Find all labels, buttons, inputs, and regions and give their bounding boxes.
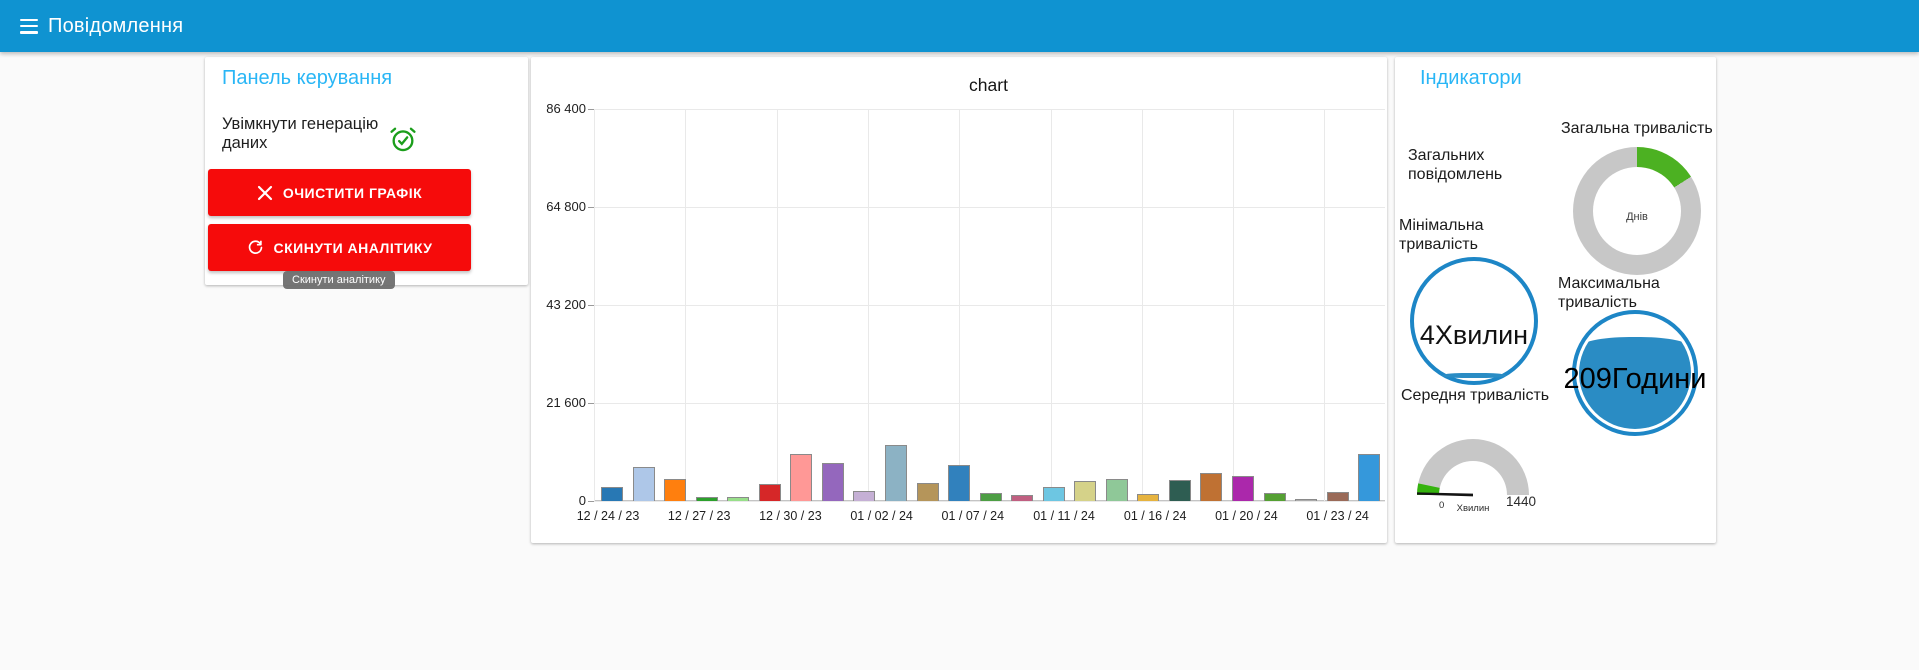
- h-gridline: [594, 305, 1385, 306]
- x-tick-label: 01 / 02 / 24: [850, 509, 913, 523]
- h-gridline: [594, 501, 1385, 502]
- max-liquid-fill: [1579, 337, 1691, 429]
- chart-bar[interactable]: [632, 466, 655, 501]
- top-app-bar: Повідомлення: [0, 0, 1919, 52]
- max-duration-label: Максимальна тривалість: [1558, 275, 1660, 311]
- y-tick-label: 0: [578, 493, 586, 508]
- v-gridline: [1050, 109, 1052, 501]
- chart-bar[interactable]: [853, 491, 876, 501]
- chart-card: chart 86 400 64 800 43 200 21 600 0 12 / 24 …: [531, 57, 1387, 543]
- h-gridline: [594, 403, 1385, 404]
- chart-bar[interactable]: [1042, 486, 1065, 501]
- chart-bar[interactable]: [1105, 479, 1128, 501]
- gauge-value-arc: [1417, 483, 1440, 495]
- chart-bar[interactable]: [1168, 479, 1191, 501]
- clear-chart-label: ОЧИСТИТИ ГРАФІК: [282, 184, 423, 201]
- min-duration-value: 4Хвилин: [1419, 319, 1529, 350]
- app-title: Повідомлення: [48, 14, 184, 37]
- reset-analytics-label: СКИНУТИ АНАЛІТИКУ: [273, 239, 433, 256]
- v-gridline: [776, 109, 778, 501]
- chart-bar[interactable]: [979, 493, 1002, 501]
- chart-bar[interactable]: [601, 486, 623, 501]
- y-tick-label: 21 600: [546, 395, 586, 410]
- x-tick-label: 01 / 23 / 24: [1306, 509, 1369, 523]
- chart-bar[interactable]: [884, 444, 907, 501]
- v-gridline: [594, 109, 595, 501]
- x-tick-label: 01 / 20 / 24: [1215, 509, 1278, 523]
- gauge-min-label: 0: [1439, 500, 1445, 511]
- y-tick-label: 86 400: [546, 101, 586, 116]
- gauge-max-label: 1440: [1506, 494, 1537, 509]
- menu-icon[interactable]: [20, 18, 38, 34]
- v-gridline: [959, 109, 961, 501]
- y-tick: [588, 403, 594, 404]
- control-panel-card: Панель керування Увімкнути генерацію дан…: [205, 57, 528, 285]
- chart-bar[interactable]: [727, 496, 750, 501]
- v-gridline: [1233, 109, 1235, 501]
- data-generation-toggle-label: Увімкнути генерацію даних: [222, 115, 379, 152]
- chart-bar[interactable]: [916, 483, 939, 501]
- x-tick-label: 01 / 07 / 24: [941, 509, 1005, 523]
- reset-analytics-tooltip: Скинути аналітику: [283, 271, 395, 289]
- min-duration-label: Мінімальна тривалість: [1399, 217, 1484, 253]
- chart-bar[interactable]: [1232, 476, 1254, 501]
- total-messages-label: Загальних повідомлень: [1408, 147, 1503, 183]
- chart-plot: [588, 109, 1385, 502]
- reset-analytics-button[interactable]: СКИНУТИ АНАЛІТИКУ: [208, 224, 471, 271]
- chart-bar[interactable]: [695, 496, 718, 501]
- gauge-arc: [1417, 439, 1529, 497]
- min-liquid-fill: [1442, 373, 1506, 378]
- x-tick-label: 01 / 16 / 24: [1123, 509, 1187, 523]
- control-panel-title: Панель керування: [222, 67, 393, 89]
- y-tick: [588, 207, 594, 208]
- chart-bar[interactable]: [1263, 493, 1286, 501]
- chart-bar[interactable]: [1358, 454, 1381, 501]
- v-gridline: [1141, 109, 1143, 501]
- max-duration-value: 209Години: [1563, 362, 1707, 395]
- refresh-icon: [248, 240, 262, 254]
- x-tick-label: 12 / 24 / 23: [576, 509, 640, 523]
- chart-bar[interactable]: [1011, 495, 1034, 501]
- alarm-check-icon[interactable]: [389, 125, 417, 153]
- max-duration-gauge: 209Години: [1564, 310, 1707, 436]
- avg-duration-label: Середня тривалість: [1401, 387, 1550, 404]
- x-tick-label: 01 / 11 / 24: [1033, 509, 1095, 523]
- v-gridline: [685, 109, 687, 501]
- chart-bar[interactable]: [664, 479, 687, 501]
- h-gridline: [594, 207, 1385, 208]
- v-gridline: [1324, 109, 1326, 501]
- chart-bar[interactable]: [1074, 481, 1097, 501]
- chart-bar[interactable]: [758, 484, 781, 501]
- v-gridline: [867, 109, 869, 501]
- clear-chart-button[interactable]: ОЧИСТИТИ ГРАФІК: [208, 169, 471, 216]
- chart-title: chart: [969, 75, 1008, 95]
- chart-bar[interactable]: [821, 463, 844, 501]
- min-duration-gauge: 4Хвилин: [1410, 257, 1538, 385]
- indicators-card: Індикатори Загальних повідомлень Загальн…: [1395, 57, 1716, 543]
- chart-bar[interactable]: [1137, 493, 1160, 501]
- chart-bar[interactable]: [948, 464, 971, 501]
- x-tick-label: 12 / 30 / 23: [759, 509, 822, 523]
- chart-bar[interactable]: [1200, 473, 1223, 501]
- donut-unit-label: Днів: [1626, 211, 1648, 223]
- chart-bar[interactable]: [1326, 491, 1349, 501]
- avg-duration-gauge: 0 Хвилин 1440: [1415, 437, 1536, 514]
- chart-bar[interactable]: [790, 454, 813, 501]
- chart-bar[interactable]: [1295, 499, 1318, 501]
- y-tick: [588, 305, 594, 306]
- y-tick-label: 43 200: [546, 297, 586, 312]
- y-tick-label: 64 800: [546, 199, 586, 214]
- total-duration-donut: Днів: [1573, 147, 1701, 275]
- gauge-needle: [1417, 492, 1473, 497]
- x-tick-label: 12 / 27 / 23: [667, 509, 731, 523]
- h-gridline: [594, 109, 1385, 110]
- gauge-unit-label: Хвилин: [1456, 503, 1490, 514]
- y-tick: [588, 501, 594, 502]
- total-duration-label: Загальна тривалість: [1561, 120, 1713, 137]
- y-tick: [588, 109, 594, 110]
- indicators-title: Індикатори: [1420, 67, 1522, 89]
- close-icon: [257, 185, 272, 200]
